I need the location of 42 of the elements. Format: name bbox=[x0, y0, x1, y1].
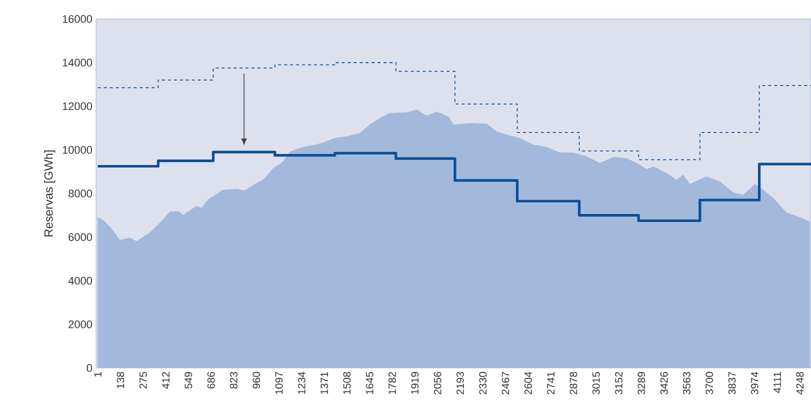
x-tick-label: 1645 bbox=[366, 372, 374, 394]
x-tick-label: 2467 bbox=[502, 372, 510, 394]
y-tick-label: 0 bbox=[86, 364, 92, 372]
x-tick-label: 1 bbox=[94, 372, 102, 377]
x-tick-label: 549 bbox=[184, 372, 192, 389]
x-tick-label: 1371 bbox=[320, 372, 328, 394]
x-tick-label: 4111 bbox=[774, 372, 781, 394]
x-tick-label: 1234 bbox=[298, 372, 306, 394]
x-tick-label: 2741 bbox=[547, 372, 554, 394]
x-tick-label: 412 bbox=[162, 372, 170, 389]
x-tick-label: 275 bbox=[139, 372, 147, 388]
x-tick-label: 2193 bbox=[456, 372, 464, 394]
x-tick-label: 2878 bbox=[570, 372, 578, 394]
x-tick-label: 3563 bbox=[682, 372, 690, 394]
x-tick-label: 3015 bbox=[592, 372, 600, 394]
x-tick-label: 4248 bbox=[796, 372, 804, 395]
x-tick-label: 3837 bbox=[728, 372, 736, 394]
x-tick-label: 823 bbox=[230, 372, 238, 389]
x-tick-label: 2056 bbox=[434, 372, 442, 394]
x-tick-label: 1919 bbox=[411, 372, 419, 394]
y-tick-label: 4000 bbox=[68, 276, 92, 285]
x-tick-label: 3152 bbox=[615, 372, 622, 394]
x-tick-label: 1508 bbox=[343, 372, 351, 394]
x-tick-label: 3289 bbox=[638, 372, 646, 394]
x-tick-label: 1097 bbox=[275, 372, 283, 394]
x-tick-label: 3426 bbox=[660, 372, 668, 394]
y-axis-title: Reservas [GWh] bbox=[44, 150, 56, 236]
y-tick-label: 2000 bbox=[68, 320, 92, 328]
y-tick-label: 6000 bbox=[68, 233, 92, 242]
x-tick-label: 1782 bbox=[388, 372, 396, 394]
y-tick-label: 12000 bbox=[62, 102, 92, 110]
y-tick-label: 8000 bbox=[68, 190, 92, 198]
y-tick-label: 14000 bbox=[62, 58, 92, 67]
x-tick-label: 2330 bbox=[479, 372, 487, 394]
x-tick-label: 138 bbox=[116, 372, 124, 388]
x-tick-label: 960 bbox=[252, 372, 260, 388]
x-tick-label: 3700 bbox=[706, 372, 714, 394]
y-tick-label: 10000 bbox=[62, 146, 92, 154]
x-tick-label: 686 bbox=[207, 372, 215, 388]
x-tick-label: 2604 bbox=[524, 372, 532, 394]
y-tick-label: 16000 bbox=[62, 15, 92, 23]
x-tick-label: 3974 bbox=[750, 372, 758, 394]
